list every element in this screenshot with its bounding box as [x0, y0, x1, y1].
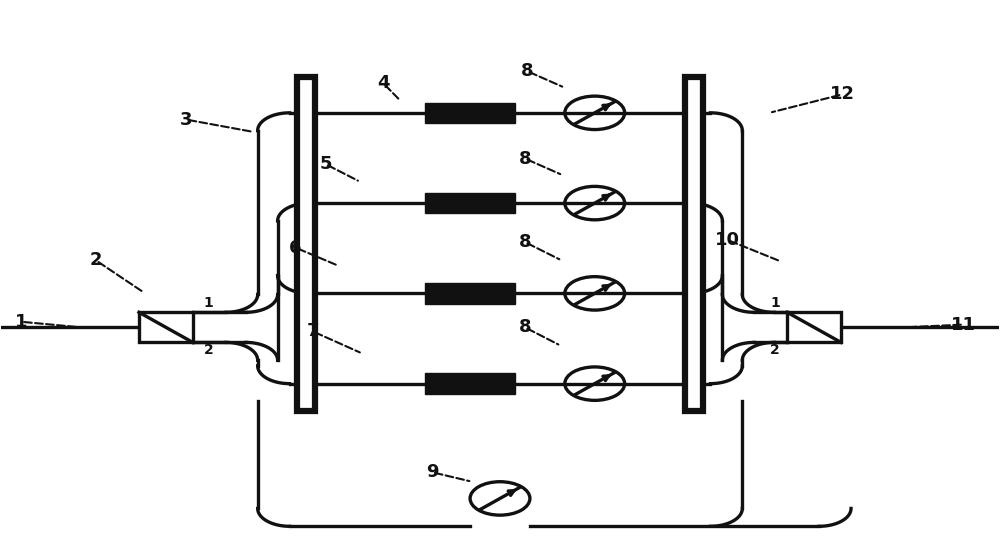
Bar [425, 102, 515, 123]
Bar [425, 193, 515, 213]
Text: 1: 1 [15, 313, 28, 331]
Text: 2: 2 [90, 251, 102, 269]
Text: 9: 9 [426, 463, 438, 481]
Text: 8: 8 [519, 150, 531, 167]
Text: 5: 5 [319, 155, 332, 173]
Text: 8: 8 [521, 62, 533, 80]
Text: 6: 6 [289, 239, 302, 256]
Text: 7: 7 [306, 322, 319, 340]
Text: 8: 8 [519, 319, 531, 337]
Text: 1: 1 [204, 296, 214, 310]
Text: 12: 12 [830, 86, 855, 104]
Text: 1: 1 [770, 296, 780, 310]
Bar [425, 283, 515, 304]
Bar [425, 374, 515, 394]
Text: 4: 4 [377, 74, 390, 92]
Text: 2: 2 [204, 343, 214, 357]
Bar [139, 312, 193, 342]
Bar [787, 312, 841, 342]
Text: 11: 11 [951, 316, 976, 334]
Bar [297, 77, 315, 411]
Text: 10: 10 [715, 231, 740, 249]
Text: 3: 3 [180, 110, 192, 129]
Bar [685, 77, 703, 411]
Text: 2: 2 [770, 343, 780, 357]
Text: 8: 8 [519, 233, 531, 251]
